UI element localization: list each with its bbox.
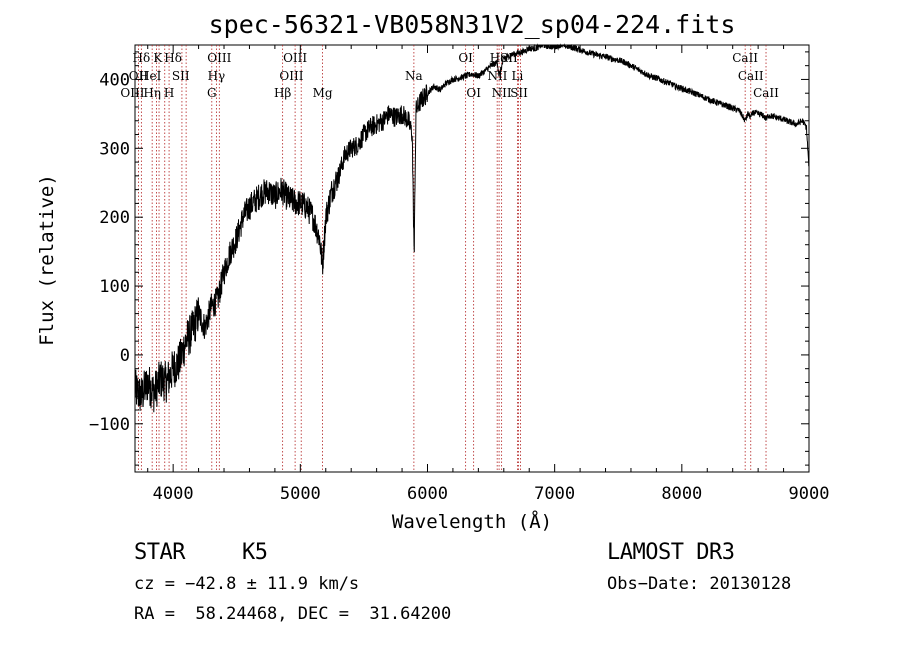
line-annotation: Mg bbox=[313, 86, 333, 100]
line-annotation: Li bbox=[511, 69, 523, 83]
x-tick-label: 4000 bbox=[153, 484, 194, 504]
x-tick-label: 8000 bbox=[661, 484, 702, 504]
line-annotation: HeI bbox=[139, 69, 162, 83]
line-annotation: NII bbox=[487, 69, 507, 83]
plot-frame bbox=[134, 44, 810, 473]
y-tick-label: 300 bbox=[99, 139, 130, 159]
line-annotation: NII bbox=[492, 86, 512, 100]
x-axis-ticks: 4000 5000 6000 7000 8000 9000 bbox=[147, 45, 830, 504]
line-annotation: OI bbox=[458, 51, 473, 65]
y-axis-label: Flux (relative) bbox=[36, 174, 58, 346]
line-annotation: CaII bbox=[738, 69, 764, 83]
y-tick-label: −100 bbox=[89, 415, 130, 435]
y-tick-label: 0 bbox=[120, 346, 130, 366]
coordinates: RA = 58.24468, DEC = 31.64200 bbox=[134, 604, 452, 624]
obs-date: Obs−Date: 20130128 bbox=[607, 574, 792, 594]
line-annotation: Hδ bbox=[164, 51, 182, 65]
line-annotation: H bbox=[164, 86, 174, 100]
line-annotation: Hη bbox=[143, 86, 161, 100]
line-annotation: SII bbox=[510, 86, 528, 100]
line-annotation: OIII bbox=[279, 69, 303, 83]
line-annotation: OI bbox=[466, 86, 481, 100]
line-annotation: SII bbox=[172, 69, 190, 83]
x-tick-label: 5000 bbox=[280, 484, 321, 504]
line-annotation: OIII bbox=[120, 86, 144, 100]
line-annotation: G bbox=[207, 86, 217, 100]
y-tick-label: 200 bbox=[99, 208, 130, 228]
line-annotation: K bbox=[153, 51, 163, 65]
y-tick-label: 400 bbox=[99, 70, 130, 90]
x-tick-label: 7000 bbox=[534, 484, 575, 504]
x-axis-label: Wavelength (Å) bbox=[392, 510, 552, 533]
chart-title: spec-56321-VB058N31V2_sp04-224.fits bbox=[209, 10, 736, 39]
line-annotation: CaII bbox=[732, 51, 758, 65]
class-label: STAR bbox=[134, 540, 185, 565]
line-annotation: Na bbox=[405, 69, 423, 83]
line-annotation: OIII bbox=[207, 51, 231, 65]
line-markers bbox=[138, 45, 767, 472]
line-annotation: Hδ bbox=[133, 51, 151, 65]
line-annotation: OII bbox=[129, 69, 149, 83]
x-tick-label: 6000 bbox=[407, 484, 448, 504]
line-annotation: CaII bbox=[753, 86, 779, 100]
x-tick-label: 9000 bbox=[789, 484, 830, 504]
y-tick-label: 100 bbox=[99, 277, 130, 297]
line-annotation: OIII bbox=[283, 51, 307, 65]
spectrum-line bbox=[134, 43, 810, 413]
subclass-label: K5 bbox=[242, 540, 268, 565]
redshift-info: cz = −42.8 ± 11.9 km/s bbox=[134, 574, 360, 594]
y-axis-ticks: −100 0 100 200 300 400 bbox=[89, 51, 809, 466]
line-annotation: Hγ bbox=[208, 69, 226, 83]
survey-label: LAMOST DR3 bbox=[607, 540, 735, 565]
line-annotation: Hβ bbox=[274, 86, 291, 100]
